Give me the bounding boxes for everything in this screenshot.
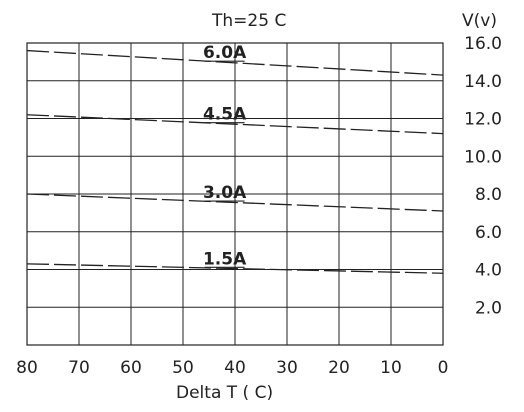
x-tick-label: 10 <box>380 358 402 378</box>
plot-frame <box>26 42 444 346</box>
y-tick-label: 10.0 <box>464 147 502 167</box>
series-label: 3.0A <box>203 183 247 203</box>
x-tick-label: 60 <box>120 358 142 378</box>
series-label: 4.5A <box>203 105 247 125</box>
x-tick-label: 30 <box>276 358 298 378</box>
y-tick-label: 8.0 <box>475 185 502 205</box>
y-tick-label: 2.0 <box>475 298 502 318</box>
series-label: 1.5A <box>203 249 247 269</box>
series-line-6.0A <box>26 49 444 76</box>
x-tick-label: 0 <box>438 358 449 378</box>
y-tick-label: 12.0 <box>464 110 502 130</box>
y-tick-label: 14.0 <box>464 72 502 92</box>
x-tick-label: 70 <box>68 358 90 378</box>
series-line-4.5A <box>26 114 444 135</box>
y-tick-label: 6.0 <box>475 223 502 243</box>
x-tick-label: 40 <box>224 358 246 378</box>
x-tick-label: 20 <box>328 358 350 378</box>
series-lines <box>26 49 444 274</box>
y-tick-label: 16.0 <box>464 34 502 54</box>
x-tick-label: 80 <box>16 358 38 378</box>
series-line-1.5A <box>26 263 444 274</box>
x-tick-label: 50 <box>172 358 194 378</box>
y-tick-label: 4.0 <box>475 261 502 281</box>
series-line-3.0A <box>26 193 444 212</box>
chart-title: Th=25 C <box>211 11 286 31</box>
x-axis-title: Delta T ( C) <box>176 383 273 403</box>
grid <box>27 43 443 345</box>
y-axis-title: V(v) <box>462 11 497 31</box>
series-label: 6.0A <box>203 43 247 63</box>
labels: 80 70 60 50 40 30 20 10 0 2.0 4.0 6.0 8.0 10.0 12.0 14.… <box>16 34 502 378</box>
